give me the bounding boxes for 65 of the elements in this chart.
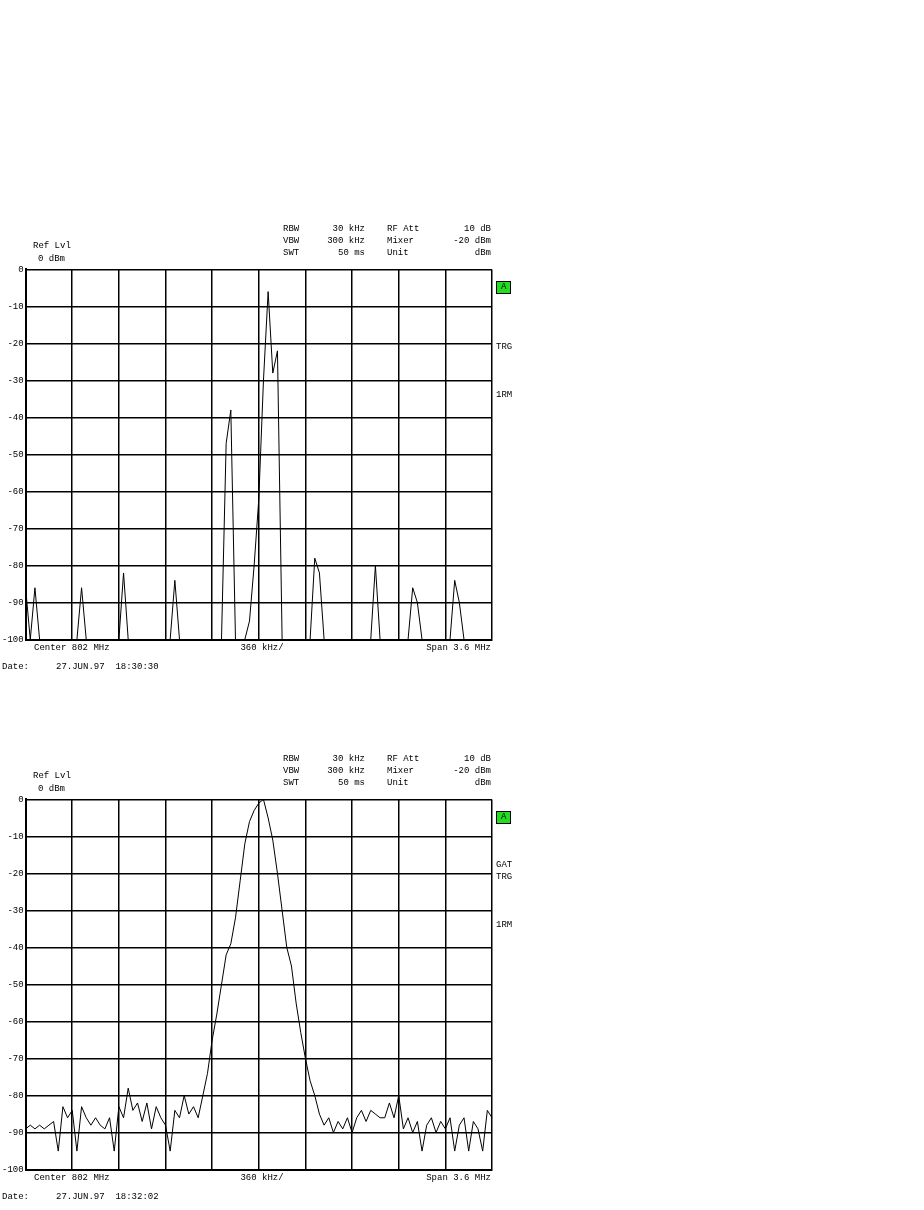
text: 30 kHz bbox=[332, 754, 365, 765]
text: 50 ms bbox=[337, 778, 365, 789]
text: dBm bbox=[474, 248, 491, 259]
y-tick-label: -50 bbox=[7, 979, 24, 990]
text: Date: 27.JUN.97 18:30:30 bbox=[2, 662, 159, 673]
text: 0 dBm bbox=[38, 784, 66, 795]
text: 50 ms bbox=[337, 248, 365, 259]
text: -20 dBm bbox=[453, 236, 491, 247]
text: Unit bbox=[387, 248, 409, 259]
text: dBm bbox=[474, 778, 491, 789]
y-tick-label: 0 bbox=[18, 794, 24, 805]
text: 10 dB bbox=[463, 224, 491, 235]
y-tick-label: -10 bbox=[7, 301, 24, 312]
text: Span 3.6 MHz bbox=[426, 643, 491, 654]
text: -20 dBm bbox=[453, 766, 491, 777]
y-tick-label: -40 bbox=[7, 942, 24, 953]
y-tick-label: -30 bbox=[7, 375, 24, 386]
text: 360 kHz/ bbox=[240, 643, 284, 654]
text: VBW bbox=[283, 766, 300, 777]
y-tick-label: -80 bbox=[7, 1090, 24, 1101]
text: 300 kHz bbox=[327, 236, 365, 247]
text: 300 kHz bbox=[327, 766, 365, 777]
text: VBW bbox=[283, 236, 300, 247]
text: RBW bbox=[283, 754, 300, 765]
y-tick-label: -20 bbox=[7, 338, 24, 349]
text: Unit bbox=[387, 778, 409, 789]
text: GAT bbox=[496, 860, 513, 871]
text: Center 802 MHz bbox=[34, 643, 110, 654]
text: Date: 27.JUN.97 18:32:02 bbox=[2, 1192, 159, 1203]
y-tick-label: 0 bbox=[18, 264, 24, 275]
text: TRG bbox=[496, 872, 513, 883]
text: 30 kHz bbox=[332, 224, 365, 235]
text: Mixer bbox=[387, 236, 415, 247]
text: 10 dB bbox=[463, 754, 491, 765]
text: A bbox=[496, 811, 512, 824]
y-tick-label: -100 bbox=[1, 1164, 24, 1175]
text: Ref Lvl bbox=[33, 241, 71, 252]
y-tick-label: -80 bbox=[7, 560, 24, 571]
text: 1RM bbox=[496, 920, 513, 931]
text: Mixer bbox=[387, 766, 415, 777]
y-tick-label: -60 bbox=[7, 486, 24, 497]
text: SWT bbox=[283, 778, 300, 789]
text: Ref Lvl bbox=[33, 771, 71, 782]
text: 1RM bbox=[496, 390, 513, 401]
text: 360 kHz/ bbox=[240, 1173, 284, 1184]
text: RF Att bbox=[387, 754, 420, 765]
text: SWT bbox=[283, 248, 300, 259]
y-tick-label: -70 bbox=[7, 1053, 24, 1064]
text: Span 3.6 MHz bbox=[426, 1173, 491, 1184]
y-tick-label: -90 bbox=[7, 597, 24, 608]
y-tick-label: -20 bbox=[7, 868, 24, 879]
text: Center 802 MHz bbox=[34, 1173, 110, 1184]
text: 0 dBm bbox=[38, 254, 66, 265]
y-tick-label: -70 bbox=[7, 523, 24, 534]
y-tick-label: -10 bbox=[7, 831, 24, 842]
text: RF Att bbox=[387, 224, 420, 235]
text: A bbox=[496, 281, 512, 294]
text: RBW bbox=[283, 224, 300, 235]
y-tick-label: -50 bbox=[7, 449, 24, 460]
y-tick-label: -90 bbox=[7, 1127, 24, 1138]
text: TRG bbox=[496, 342, 513, 353]
y-tick-label: -40 bbox=[7, 412, 24, 423]
y-tick-label: -100 bbox=[1, 634, 24, 645]
y-tick-label: -30 bbox=[7, 905, 24, 916]
y-tick-label: -60 bbox=[7, 1016, 24, 1027]
